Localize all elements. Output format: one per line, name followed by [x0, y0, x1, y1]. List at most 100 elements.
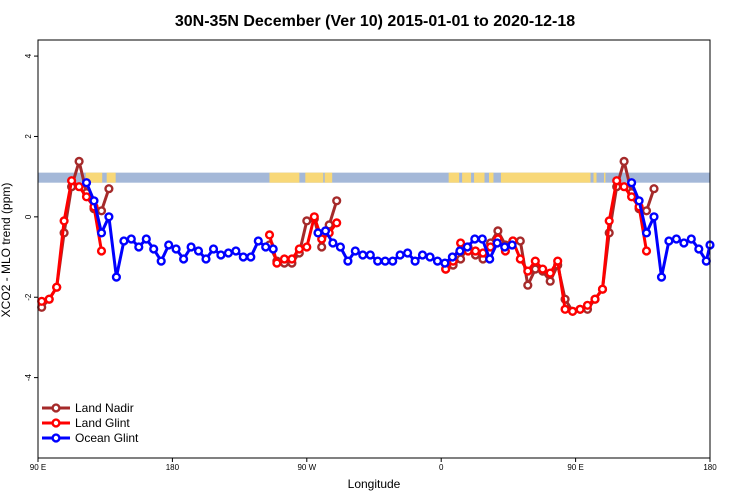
- data-point-ocean-glint-47: [462, 242, 472, 252]
- data-point-land-nadir-36: [545, 276, 555, 286]
- data-point-land-glint-23: [456, 238, 466, 248]
- data-point-ocean-glint-62: [679, 238, 689, 248]
- data-point-land-glint-35: [545, 268, 555, 278]
- data-point-ocean-glint-45: [447, 252, 458, 262]
- data-point-land-nadir-33: [523, 280, 533, 290]
- x-axis-label: Longitude: [348, 477, 401, 491]
- x-tick-label-4: 90 E: [567, 463, 583, 472]
- land-band-segment-9: [500, 172, 591, 183]
- data-point-ocean-glint-39: [403, 248, 413, 258]
- data-point-ocean-glint-29: [328, 238, 338, 248]
- data-point-land-glint-45: [619, 182, 629, 192]
- x-tick-label-2: 90 W: [297, 463, 316, 472]
- land-band-segment-8: [488, 172, 494, 183]
- plot-frame: [37, 39, 711, 459]
- legend-marker-land-nadir: [51, 403, 61, 413]
- data-point-ocean-glint-58: [649, 212, 659, 222]
- y-tick-label-2: 0: [24, 214, 33, 219]
- data-point-ocean-glint-20: [231, 246, 241, 256]
- data-point-land-glint-16: [309, 212, 319, 222]
- data-point-ocean-glint-32: [350, 246, 360, 256]
- data-point-ocean-glint-21: [238, 252, 248, 262]
- data-point-land-nadir-20: [332, 196, 342, 206]
- series-ocean-glint: [81, 178, 715, 282]
- data-point-land-glint-37: [560, 304, 570, 314]
- series-land-glint: [37, 176, 652, 316]
- data-point-land-glint-14: [294, 244, 304, 254]
- data-point-ocean-glint-30: [335, 242, 346, 252]
- data-point-land-nadir-5: [74, 156, 84, 167]
- legend-label-land-nadir: Land Nadir: [75, 401, 134, 415]
- y-axis-label: XCO2 - MLO trend (ppm): [0, 183, 13, 318]
- data-point-ocean-glint-40: [410, 256, 420, 266]
- data-point-ocean-glint-52: [500, 242, 510, 252]
- data-point-land-glint-36: [553, 256, 563, 266]
- data-point-ocean-glint-43: [432, 256, 443, 266]
- x-tick-label-3: 0: [439, 463, 444, 472]
- y-tick-label-1: 2: [24, 134, 33, 139]
- land-band-segment-7: [474, 172, 485, 183]
- data-point-ocean-glint-64: [694, 244, 704, 254]
- data-point-land-glint-11: [272, 258, 282, 268]
- data-point-land-glint-43: [604, 216, 614, 226]
- data-point-land-glint-41: [590, 294, 600, 304]
- series-layer: [37, 156, 715, 316]
- legend-marker-land-glint: [51, 418, 61, 428]
- data-point-land-nadir-8: [96, 206, 107, 216]
- data-point-ocean-glint-44: [440, 258, 450, 268]
- data-point-land-glint-8: [96, 246, 107, 256]
- data-point-land-nadir-46: [619, 156, 629, 167]
- data-point-land-glint-32: [523, 266, 533, 276]
- data-point-ocean-glint-16: [201, 254, 211, 264]
- data-point-ocean-glint-6: [126, 234, 136, 244]
- data-point-ocean-glint-61: [671, 234, 682, 244]
- data-point-ocean-glint-33: [358, 250, 368, 260]
- data-point-ocean-glint-7: [134, 242, 144, 252]
- y-tick-label-3: -2: [24, 293, 33, 301]
- land-band-segment-3: [305, 172, 324, 183]
- data-point-land-glint-48: [641, 246, 652, 256]
- land-band-segment-2: [269, 172, 300, 183]
- data-point-land-glint-10: [264, 230, 275, 240]
- data-point-ocean-glint-50: [485, 254, 495, 264]
- land-band-segment-10: [593, 172, 597, 183]
- data-point-land-glint-46: [626, 192, 637, 202]
- data-point-land-glint-42: [597, 284, 608, 294]
- y-tick-label-4: -4: [24, 374, 33, 382]
- y-axis: 4 2 0 -2 -4: [24, 53, 38, 381]
- data-point-land-glint-3: [59, 216, 69, 226]
- data-point-ocean-glint-13: [179, 254, 189, 264]
- data-point-land-glint-33: [530, 256, 540, 266]
- data-point-land-nadir-32: [515, 236, 525, 246]
- data-point-ocean-glint-2: [96, 228, 107, 238]
- data-point-ocean-glint-27: [313, 228, 323, 238]
- data-point-ocean-glint-53: [507, 240, 517, 250]
- data-point-ocean-glint-23: [253, 236, 263, 246]
- data-point-land-glint-25: [470, 246, 481, 256]
- data-point-ocean-glint-42: [425, 252, 435, 262]
- data-point-ocean-glint-17: [208, 244, 219, 254]
- data-point-ocean-glint-57: [641, 228, 652, 238]
- data-point-ocean-glint-28: [320, 226, 331, 236]
- data-point-land-glint-2: [52, 282, 62, 292]
- land-band-segment-5: [448, 172, 460, 183]
- data-point-ocean-glint-14: [186, 242, 196, 252]
- data-point-ocean-glint-48: [470, 234, 480, 244]
- data-point-land-glint-12: [279, 254, 290, 264]
- data-point-ocean-glint-35: [373, 256, 383, 266]
- land-band-segment-6: [462, 172, 472, 183]
- data-point-land-glint-40: [582, 300, 593, 310]
- data-point-ocean-glint-12: [171, 244, 181, 254]
- data-point-ocean-glint-22: [246, 252, 256, 262]
- data-point-ocean-glint-0: [81, 178, 92, 188]
- land-band-segment-11: [603, 172, 606, 183]
- x-tick-label-0: 90 E: [30, 463, 46, 472]
- data-point-land-glint-15: [302, 242, 312, 252]
- data-point-ocean-glint-5: [119, 236, 129, 246]
- data-point-land-glint-38: [567, 306, 578, 316]
- data-point-ocean-glint-25: [268, 244, 278, 254]
- ocean-band: [38, 172, 710, 183]
